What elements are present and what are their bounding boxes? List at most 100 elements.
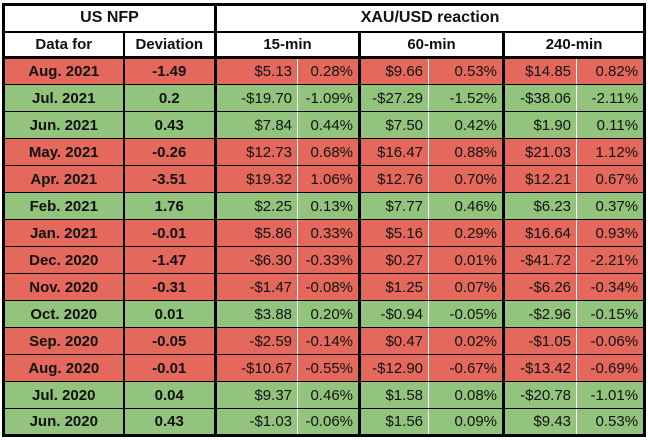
cell-240min-usd: -$20.78 <box>503 381 578 409</box>
cell-240min-pct: -2.21% <box>576 246 645 274</box>
cell-60min-pct: 0.07% <box>428 273 506 301</box>
table-row: Aug. 2020 -0.01 -$10.67 -0.55% -$12.90 -0.67%… <box>3 354 645 382</box>
nfp-reaction-table: US NFP XAU/USD reaction Data for Deviati… <box>2 3 647 437</box>
cell-60min-pct: 0.08% <box>428 381 506 409</box>
cell-15min-pct: 0.28% <box>297 57 362 85</box>
cell-deviation: 0.43 <box>123 408 218 436</box>
cell-deviation: -0.05 <box>123 327 218 355</box>
cell-240min-pct: 0.93% <box>576 219 645 247</box>
cell-15min-pct: 0.68% <box>297 138 362 166</box>
cell-15min-usd: $12.73 <box>215 138 299 166</box>
cell-15min-pct: -0.14% <box>297 327 362 355</box>
cell-60min-usd: $0.47 <box>359 327 430 355</box>
cell-15min-pct: -0.06% <box>297 408 362 436</box>
cell-deviation: 0.01 <box>123 300 218 328</box>
cell-deviation: 0.43 <box>123 111 218 139</box>
cell-60min-usd: $7.50 <box>359 111 430 139</box>
cell-60min-pct: 0.88% <box>428 138 506 166</box>
header-60min: 60-min <box>359 31 506 59</box>
table-row: Nov. 2020 -0.31 -$1.47 -0.08% $1.25 0.07% -$6.… <box>3 273 645 301</box>
cell-60min-pct: 0.29% <box>428 219 506 247</box>
cell-60min-usd: $7.77 <box>359 192 430 220</box>
cell-15min-pct: -1.09% <box>297 84 362 112</box>
cell-data-for: Jan. 2021 <box>3 219 125 247</box>
cell-240min-usd: -$38.06 <box>503 84 578 112</box>
cell-240min-usd: $12.21 <box>503 165 578 193</box>
cell-240min-pct: -0.06% <box>576 327 645 355</box>
table-row: Aug. 2021 -1.49 $5.13 0.28% $9.66 0.53% $14.85… <box>3 57 645 85</box>
cell-data-for: Dec. 2020 <box>3 246 125 274</box>
cell-240min-pct: 0.11% <box>576 111 645 139</box>
cell-60min-pct: 0.70% <box>428 165 506 193</box>
cell-deviation: -0.01 <box>123 354 218 382</box>
cell-240min-usd: $21.03 <box>503 138 578 166</box>
cell-240min-usd: $16.64 <box>503 219 578 247</box>
header-data-for: Data for <box>3 31 125 59</box>
table-row: Oct. 2020 0.01 $3.88 0.20% -$0.94 -0.05% -$2.9… <box>3 300 645 328</box>
header-15min: 15-min <box>215 31 362 59</box>
cell-240min-usd: -$41.72 <box>503 246 578 274</box>
cell-15min-usd: $5.86 <box>215 219 299 247</box>
cell-deviation: 0.04 <box>123 381 218 409</box>
header-240min: 240-min <box>503 31 645 59</box>
cell-60min-usd: -$27.29 <box>359 84 430 112</box>
cell-240min-pct: -0.69% <box>576 354 645 382</box>
cell-data-for: Jun. 2020 <box>3 408 125 436</box>
cell-240min-pct: 0.53% <box>576 408 645 436</box>
table-row: May. 2021 -0.26 $12.73 0.68% $16.47 0.88% $21.… <box>3 138 645 166</box>
cell-240min-usd: $9.43 <box>503 408 578 436</box>
cell-15min-pct: 0.46% <box>297 381 362 409</box>
cell-60min-usd: $16.47 <box>359 138 430 166</box>
table-row: Jul. 2021 0.2 -$19.70 -1.09% -$27.29 -1.52% -$… <box>3 84 645 112</box>
cell-15min-usd: -$6.30 <box>215 246 299 274</box>
cell-data-for: Feb. 2021 <box>3 192 125 220</box>
cell-deviation: -1.47 <box>123 246 218 274</box>
cell-60min-pct: -0.05% <box>428 300 506 328</box>
cell-data-for: May. 2021 <box>3 138 125 166</box>
cell-deviation: -1.49 <box>123 57 218 85</box>
cell-15min-usd: $3.88 <box>215 300 299 328</box>
cell-15min-pct: 1.06% <box>297 165 362 193</box>
cell-deviation: -0.31 <box>123 273 218 301</box>
table-row: Apr. 2021 -3.51 $19.32 1.06% $12.76 0.70% $12.… <box>3 165 645 193</box>
cell-15min-pct: -0.08% <box>297 273 362 301</box>
cell-15min-pct: 0.20% <box>297 300 362 328</box>
table-row: Jun. 2020 0.43 -$1.03 -0.06% $1.56 0.09% $9.43… <box>3 408 645 436</box>
cell-60min-usd: -$12.90 <box>359 354 430 382</box>
cell-240min-usd: -$6.26 <box>503 273 578 301</box>
cell-60min-pct: -1.52% <box>428 84 506 112</box>
cell-60min-pct: 0.01% <box>428 246 506 274</box>
cell-60min-pct: 0.53% <box>428 57 506 85</box>
table-row: Jun. 2021 0.43 $7.84 0.44% $7.50 0.42% $1.90 0.… <box>3 111 645 139</box>
cell-240min-usd: $6.23 <box>503 192 578 220</box>
cell-15min-usd: $9.37 <box>215 381 299 409</box>
cell-15min-usd: $5.13 <box>215 57 299 85</box>
cell-240min-usd: -$2.96 <box>503 300 578 328</box>
cell-240min-pct: 0.82% <box>576 57 645 85</box>
cell-deviation: 0.2 <box>123 84 218 112</box>
table-row: Jul. 2020 0.04 $9.37 0.46% $1.58 0.08% -$20.78… <box>3 381 645 409</box>
table-row: Jan. 2021 -0.01 $5.86 0.33% $5.16 0.29% $16.64… <box>3 219 645 247</box>
cell-data-for: Apr. 2021 <box>3 165 125 193</box>
cell-60min-usd: $0.27 <box>359 246 430 274</box>
cell-15min-usd: -$1.03 <box>215 408 299 436</box>
cell-60min-usd: $1.25 <box>359 273 430 301</box>
cell-data-for: Jun. 2021 <box>3 111 125 139</box>
cell-data-for: Jul. 2021 <box>3 84 125 112</box>
cell-15min-pct: -0.33% <box>297 246 362 274</box>
cell-60min-usd: $9.66 <box>359 57 430 85</box>
cell-15min-usd: $19.32 <box>215 165 299 193</box>
cell-data-for: Sep. 2020 <box>3 327 125 355</box>
header-deviation: Deviation <box>123 31 218 59</box>
cell-240min-pct: 0.37% <box>576 192 645 220</box>
table-body: Aug. 2021 -1.49 $5.13 0.28% $9.66 0.53% $14.85… <box>3 57 645 436</box>
cell-deviation: -0.26 <box>123 138 218 166</box>
cell-15min-pct: 0.13% <box>297 192 362 220</box>
table-row: Feb. 2021 1.76 $2.25 0.13% $7.77 0.46% $6.23 0.… <box>3 192 645 220</box>
cell-240min-pct: -2.11% <box>576 84 645 112</box>
cell-deviation: -3.51 <box>123 165 218 193</box>
cell-240min-pct: -0.15% <box>576 300 645 328</box>
cell-15min-usd: $7.84 <box>215 111 299 139</box>
cell-data-for: Nov. 2020 <box>3 273 125 301</box>
cell-15min-pct: -0.55% <box>297 354 362 382</box>
